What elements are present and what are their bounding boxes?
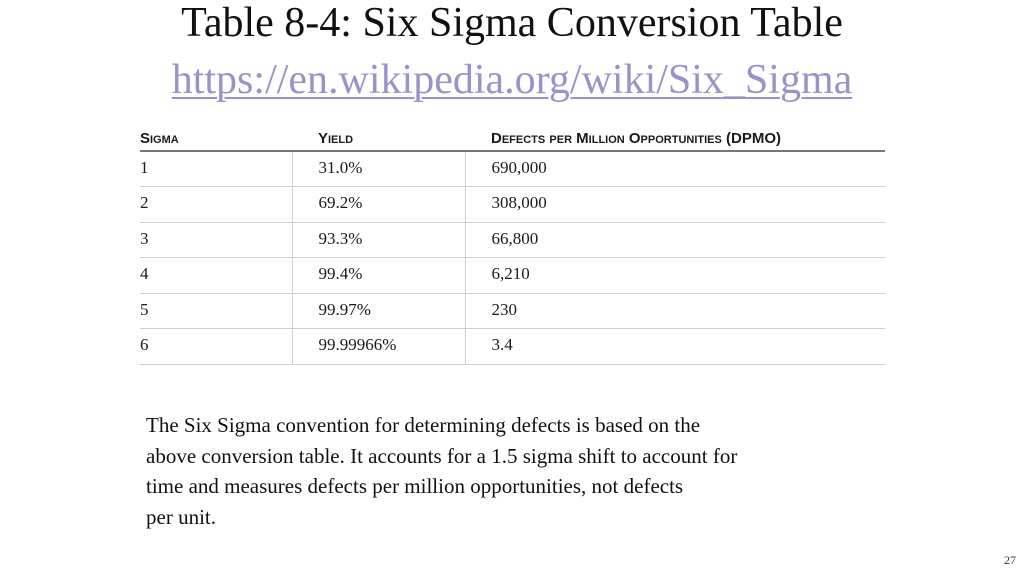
page-number: 27 <box>1004 553 1016 567</box>
cell-sigma: 3 <box>140 222 292 258</box>
header-yield: Yield <box>292 128 465 152</box>
table-row: 4 99.4% 6,210 <box>140 257 885 294</box>
cell-sigma: 6 <box>140 328 292 365</box>
table-row: 5 99.97% 230 <box>140 293 885 329</box>
cell-sigma: 5 <box>140 293 292 329</box>
caption-line: per unit. <box>146 504 216 529</box>
cell-dpmo: 230 <box>464 293 885 329</box>
cell-dpmo: 690,000 <box>464 151 885 187</box>
caption-line: above conversion table. It accounts for … <box>146 443 738 468</box>
cell-dpmo: 3.4 <box>464 328 885 365</box>
caption-line: The Six Sigma convention for determining… <box>146 413 701 437</box>
conversion-table: Sigma Yield Defects per Million Opportun… <box>140 128 885 365</box>
cell-sigma: 1 <box>140 151 292 187</box>
table-header-row: Sigma Yield Defects per Million Opportun… <box>140 128 885 152</box>
wikipedia-link[interactable]: https://en.wikipedia.org/wiki/Six_Sigma <box>171 57 853 103</box>
slide-title: Table 8-4: Six Sigma Conversion Table <box>181 0 843 46</box>
caption-line: time and measures defects per million op… <box>146 474 684 498</box>
cell-yield: 69.2% <box>291 186 465 223</box>
table-row: 6 99.99966% 3.4 <box>140 328 885 365</box>
header-dpmo: Defects per Million Opportunities (DPMO) <box>465 128 885 152</box>
cell-yield: 31.0% <box>291 151 465 187</box>
cell-dpmo: 308,000 <box>464 186 885 223</box>
table-row: 3 93.3% 66,800 <box>140 222 885 258</box>
header-sigma: Sigma <box>140 128 292 152</box>
cell-dpmo: 6,210 <box>464 257 885 294</box>
cell-dpmo: 66,800 <box>464 222 885 258</box>
caption-text: The Six Sigma convention for determining… <box>146 410 906 532</box>
table-row: 2 69.2% 308,000 <box>140 186 885 223</box>
cell-yield: 93.3% <box>291 222 465 258</box>
table-row: 1 31.0% 690,000 <box>140 151 885 187</box>
cell-yield: 99.97% <box>291 293 465 329</box>
cell-yield: 99.4% <box>291 257 465 294</box>
cell-sigma: 4 <box>140 257 292 294</box>
cell-sigma: 2 <box>140 186 292 223</box>
cell-yield: 99.99966% <box>291 328 465 365</box>
